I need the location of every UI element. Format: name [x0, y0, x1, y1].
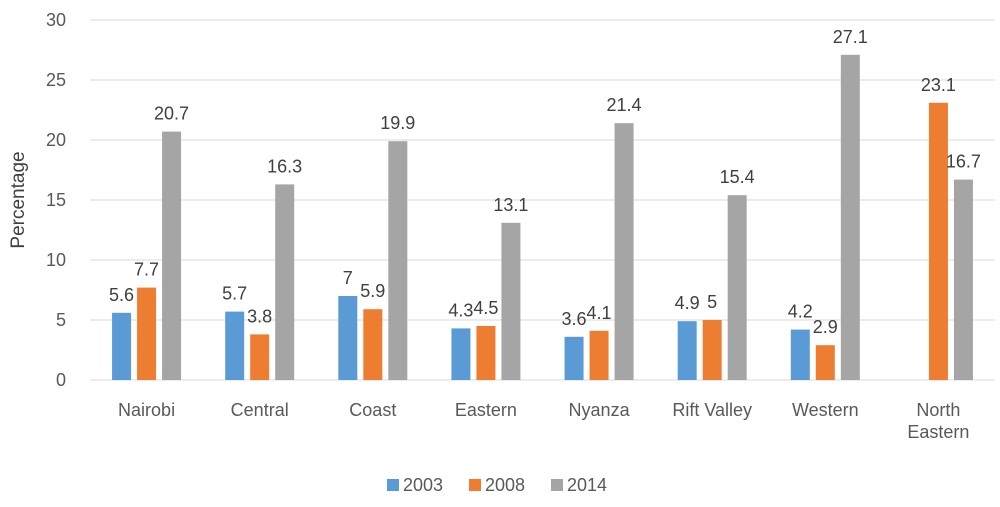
- data-labels: 5.67.7 20.7 5.73.8 16.3 7 5.9 19.9 4.3 4.5 13.1 3.…: [109, 27, 981, 337]
- data-label: 16.3: [267, 156, 302, 176]
- x-category-label: Nairobi: [118, 400, 175, 420]
- bar-2003-nairobi: [112, 312, 132, 380]
- y-axis-label: Percentage: [8, 151, 29, 248]
- bar-2014-coast: [388, 141, 408, 380]
- data-label: 5.6: [109, 285, 134, 305]
- x-category-label: Central: [231, 400, 289, 420]
- bar-2014-nyanza: [614, 123, 634, 380]
- bar-2008-western: [815, 345, 835, 380]
- x-category-label: Nyanza: [569, 400, 631, 420]
- bar-2008-nyanza: [589, 330, 609, 380]
- y-tick-label: 20: [46, 130, 66, 150]
- y-axis-ticks: 0 5 10 15 20 25 30: [46, 10, 66, 390]
- bars: [112, 54, 973, 381]
- legend-swatch-2014: [551, 479, 563, 491]
- bar-2014-eastern: [501, 222, 521, 380]
- x-category-label: North Eastern: [907, 400, 969, 442]
- legend-label-2003: 2003: [403, 475, 443, 495]
- bar-2014-western: [840, 54, 860, 381]
- bar-2003-western: [790, 329, 810, 380]
- y-tick-label: 15: [46, 190, 66, 210]
- y-tick-label: 5: [56, 310, 66, 330]
- legend-swatch-2003: [387, 479, 399, 491]
- data-label: 4.3: [448, 300, 473, 320]
- data-label: 16.7: [946, 152, 981, 172]
- legend: 2003 2008 2014: [387, 475, 607, 495]
- x-category-label: Eastern: [455, 400, 517, 420]
- data-label: 20.7: [154, 104, 189, 124]
- bar-2003-nyanza: [564, 336, 584, 380]
- data-label: 19.9: [380, 113, 415, 133]
- data-label: 7: [343, 268, 353, 288]
- x-category-label: Coast: [349, 400, 396, 420]
- x-category-label: Rift Valley: [672, 400, 752, 420]
- data-label: 4.1: [587, 303, 612, 323]
- data-label: 15.4: [720, 167, 755, 187]
- legend-label-2014: 2014: [567, 475, 607, 495]
- y-tick-label: 25: [46, 70, 66, 90]
- y-tick-label: 30: [46, 10, 66, 30]
- bar-2008-central: [250, 334, 270, 380]
- bar-2003-coast: [338, 296, 358, 380]
- bar-2008-eastern: [476, 326, 496, 380]
- bar-2003-eastern: [451, 328, 471, 380]
- data-label: 4.9: [675, 293, 700, 313]
- data-label: 27.1: [833, 27, 868, 47]
- bar-2008-rift-valley: [702, 320, 722, 380]
- x-category-label: Western: [792, 400, 859, 420]
- bar-2014-nairobi: [162, 131, 182, 380]
- data-label: 3.6: [562, 309, 587, 329]
- legend-swatch-2008: [469, 479, 481, 491]
- bar-2014-rift-valley: [727, 195, 747, 380]
- data-label: 5.9: [360, 281, 385, 301]
- y-tick-label: 0: [56, 370, 66, 390]
- data-label: 5.7: [222, 284, 247, 304]
- x-axis-categories: Nairobi Central Coast Eastern Nyanza Rift Val…: [118, 400, 969, 442]
- bar-2003-central: [225, 311, 245, 380]
- bar-2014-central: [275, 184, 295, 380]
- data-label: 4.2: [788, 302, 813, 322]
- legend-label-2008: 2008: [485, 475, 525, 495]
- y-tick-label: 10: [46, 250, 66, 270]
- data-label: 3.8: [247, 306, 272, 326]
- bar-2008-coast: [363, 309, 383, 380]
- data-label: 4.5: [473, 298, 498, 318]
- data-label: 13.1: [493, 195, 528, 215]
- data-label: 7.7: [134, 260, 159, 280]
- bar-2008-north-eastern: [928, 102, 948, 381]
- data-label: 2.9: [813, 317, 838, 337]
- data-label: 23.1: [921, 75, 956, 95]
- bar-2003-rift-valley: [677, 321, 697, 380]
- bar-2014-north-eastern: [953, 179, 973, 380]
- bar-2008-nairobi: [137, 287, 157, 380]
- data-label: 21.4: [607, 95, 642, 115]
- data-label: 5: [707, 292, 717, 312]
